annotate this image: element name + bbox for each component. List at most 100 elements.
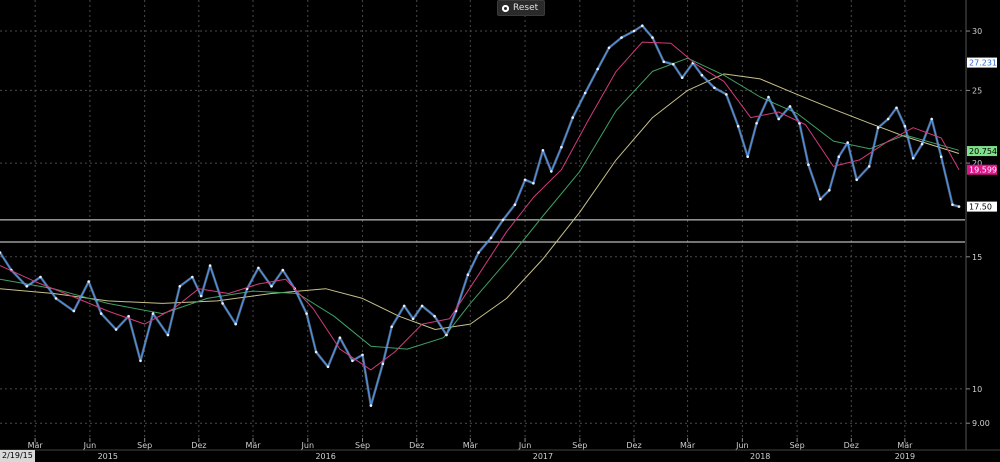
x-tick-label: Sep [572,441,587,450]
x-tick-label: Jun [83,441,97,450]
value-tag-box [967,164,997,175]
cursor-date-badge: 2/19/15 [0,450,35,462]
price-point [596,67,599,71]
ma-long-line [0,73,960,330]
price-point [846,141,849,144]
value-tag-label: 19.599 [969,166,997,175]
price-point [54,297,58,300]
price-point [191,275,194,279]
price-point [338,336,342,340]
y-tick-label: 25 [972,86,982,95]
price-point [221,302,224,305]
price-point [700,73,704,77]
price-point [166,333,170,337]
price-point [0,251,2,254]
price-point [381,362,385,366]
chart-series [0,24,961,407]
grid-lines [0,0,965,438]
price-point [532,182,535,185]
y-axis: 30 25 20 15 10 9.00 [965,0,990,450]
price-point [876,126,880,129]
price-point [607,46,611,50]
x-year-label: 2015 [98,452,118,461]
price-point [560,145,563,149]
price-point [930,117,933,121]
price-point [369,404,373,407]
price-point [390,325,394,329]
price-point [305,312,308,315]
price-point [127,314,130,318]
price-point [911,157,915,160]
price-point [788,105,792,108]
price-point [951,203,954,206]
price-point [281,268,285,272]
price-point [939,155,943,158]
x-year-label: 2019 [895,452,915,461]
y-tick-label: 30 [972,27,982,36]
price-point [886,117,890,121]
x-tick-label: Jun [518,441,532,450]
price-point [895,106,898,110]
price-point [513,203,517,206]
x-tick-label: Dez [409,441,424,450]
x-tick-label: Dez [626,441,641,450]
price-point [855,178,858,182]
price-point [746,155,749,158]
price-point [819,197,822,201]
price-point [208,264,212,267]
ma-short-line [0,41,960,371]
reset-button[interactable]: Reset [497,0,546,16]
price-point [571,116,574,119]
price-point [920,142,924,146]
price-point [867,165,871,168]
price-point [411,317,415,321]
value-tag-box [967,57,997,68]
horizontal-reference-lines [0,219,965,243]
price-point [550,170,553,173]
price-point [99,312,103,315]
price-point [828,189,831,192]
price-point [270,285,273,288]
price-point [501,218,505,222]
price-point [777,117,780,121]
price-point [736,124,740,128]
price-point [523,178,527,182]
x-tick-label: Sep [355,441,370,450]
price-point [837,155,841,158]
price-point [351,359,354,363]
price-point [39,275,42,279]
x-tick-label: Sep [137,441,152,450]
price-point [713,86,716,90]
x-tick-label: Mär [245,441,261,450]
value-tag-label: 17.50 [969,203,992,212]
price-point [361,353,364,357]
price-point [445,333,448,337]
y-tick-label: 10 [972,385,982,394]
price-point [234,322,237,326]
price-point [957,205,961,208]
price-point [199,294,203,298]
price-point [114,328,118,331]
y-tick-label: 9.00 [972,419,990,428]
x-tick-label: Jun [301,441,315,450]
price-point [641,24,644,28]
price-point [725,93,728,96]
x-tick-label: Dez [191,441,206,450]
price-point [583,91,587,95]
price-point [662,60,666,64]
price-point [139,359,142,363]
price-point [87,280,90,283]
price-point [680,76,684,79]
price-point [72,309,76,313]
x-tick-label: Mär [680,441,696,450]
reset-label: Reset [513,3,539,13]
price-point [767,95,770,99]
price-point [25,285,29,288]
price-point [420,304,424,308]
price-point [433,314,436,318]
value-tag-box [967,201,997,212]
price-point [807,163,810,166]
price-point [257,266,260,270]
